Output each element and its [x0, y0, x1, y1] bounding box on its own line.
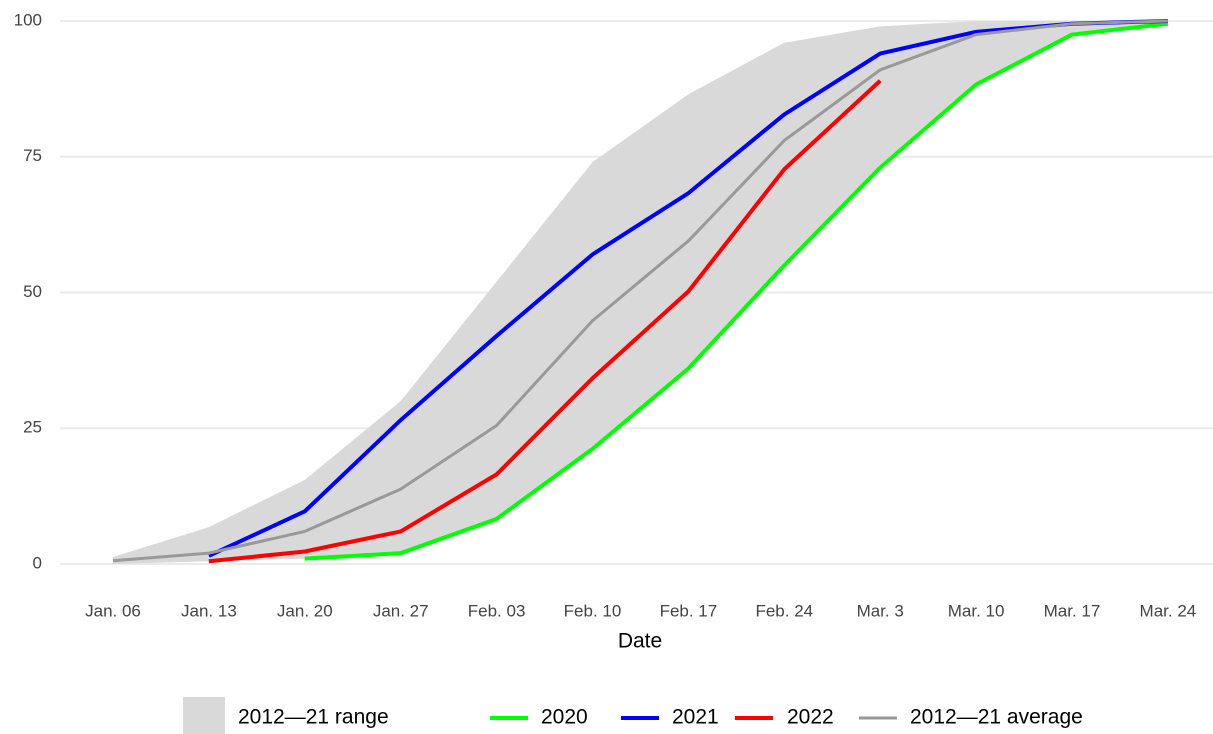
- legend-label: 2012—21 average: [910, 706, 1083, 729]
- legend-label: 2021: [672, 706, 719, 729]
- x-axis-title: Date: [618, 630, 662, 653]
- x-tick-label: Jan. 27: [373, 601, 429, 620]
- x-tick-label: Mar. 17: [1044, 601, 1101, 620]
- x-tick-label: Feb. 03: [468, 601, 526, 620]
- range-band: [113, 21, 1168, 564]
- y-tick-label: 25: [23, 418, 42, 437]
- y-tick-label: 100: [14, 10, 42, 29]
- y-tick-label: 75: [23, 146, 42, 165]
- line: [112, 19, 1168, 563]
- line: [208, 19, 1168, 558]
- x-tick-label: Jan. 06: [85, 601, 141, 620]
- x-tick-label: Jan. 13: [181, 601, 237, 620]
- y-tick-label: 0: [33, 553, 42, 572]
- line: [304, 21, 1169, 561]
- x-tick-label: Mar. 10: [948, 601, 1005, 620]
- x-tick-label: Mar. 3: [857, 601, 904, 620]
- x-tick-label: Feb. 10: [564, 601, 622, 620]
- legend-label: 2022: [787, 706, 834, 729]
- x-tick-label: Jan. 20: [277, 601, 333, 620]
- x-tick-label: Feb. 17: [660, 601, 718, 620]
- legend-label: 2020: [541, 706, 588, 729]
- legend-label: 2012—21 range: [238, 706, 389, 729]
- x-tick-label: Feb. 24: [755, 601, 813, 620]
- line: [208, 79, 882, 564]
- x-tick-label: Mar. 24: [1140, 601, 1197, 620]
- legend-key: [183, 697, 225, 734]
- y-tick-label: 50: [23, 282, 42, 301]
